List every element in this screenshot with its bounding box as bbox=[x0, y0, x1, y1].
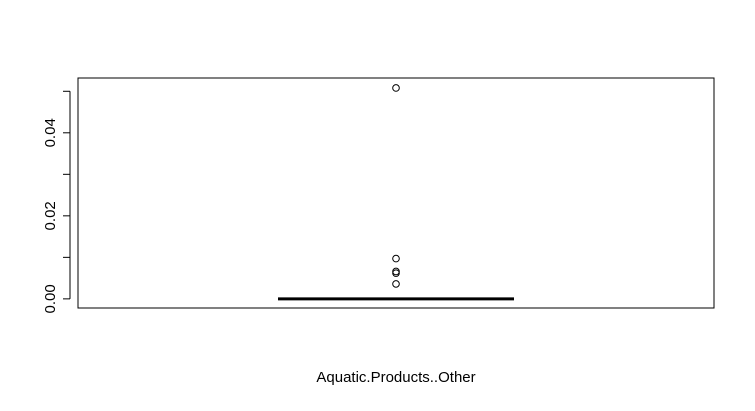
x-axis-category-label: Aquatic.Products..Other bbox=[316, 369, 475, 386]
plot-frame bbox=[77, 77, 715, 309]
y-tick-label: 0.04 bbox=[42, 118, 59, 147]
outlier-layer bbox=[392, 84, 400, 288]
outlier-point bbox=[392, 269, 400, 277]
outlier-point bbox=[392, 280, 400, 288]
y-tick-label: 0.02 bbox=[42, 201, 59, 230]
y-axis: 0.00 0.02 0.04 bbox=[42, 90, 71, 313]
outlier-point bbox=[392, 254, 400, 263]
y-tick-label: 0.00 bbox=[42, 284, 59, 313]
outlier-point bbox=[392, 84, 400, 92]
